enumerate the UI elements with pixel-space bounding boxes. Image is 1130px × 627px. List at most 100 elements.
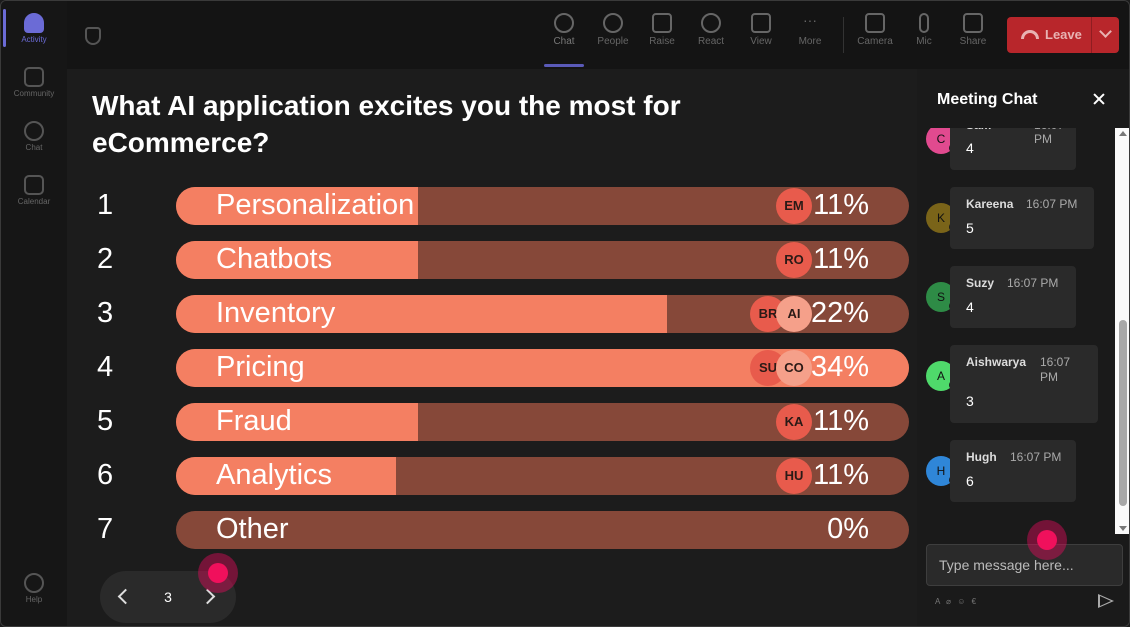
rail-item-community[interactable]: Community <box>1 67 67 98</box>
option-number: 1 <box>97 189 114 221</box>
option-percent: 22% <box>810 297 869 329</box>
poll-option-row: 1 Personalization 11% EM <box>67 187 917 225</box>
option-label: Other <box>216 513 289 545</box>
react-icon <box>701 13 721 33</box>
chat-message[interactable]: Kareena 16:07 PM 5 <box>950 187 1094 249</box>
scroll-up-icon[interactable] <box>1119 131 1127 136</box>
rail-item-help[interactable]: Help <box>1 573 67 604</box>
leave-button[interactable]: Leave <box>1007 17 1119 53</box>
message-text: 5 <box>966 220 974 236</box>
scroll-down-icon[interactable] <box>1119 526 1127 531</box>
option-bar-fill <box>176 295 667 333</box>
format-toolbar[interactable]: A ⌀ ☺ € <box>935 597 978 606</box>
leave-label: Leave <box>1045 27 1082 42</box>
poll-option-row: 5 Fraud 11% KA <box>67 403 917 441</box>
send-icon[interactable] <box>1098 594 1114 608</box>
toolbar-view-button[interactable]: View <box>739 13 783 47</box>
rail-item-label: Calendar <box>17 197 51 206</box>
message-time: 16:07 PM <box>1040 355 1071 384</box>
toolbar-button-label: Camera <box>857 36 893 47</box>
people-icon <box>603 13 623 33</box>
toolbar-button-label: People <box>597 36 629 47</box>
option-label: Fraud <box>216 405 292 437</box>
chevron-down-icon[interactable] <box>1099 25 1112 38</box>
chat-icon <box>554 13 574 33</box>
toolbar-button-label: More <box>798 36 822 47</box>
toolbar-react-button[interactable]: React <box>689 13 733 47</box>
click-indicator <box>1027 520 1067 560</box>
scroll-thumb[interactable] <box>1119 320 1127 506</box>
chat-scrollbar[interactable] <box>1115 128 1129 534</box>
toolbar-camera-button[interactable]: Camera <box>853 13 897 47</box>
rail-item-chat[interactable]: Chat <box>1 121 67 152</box>
message-time: 16:07 PM <box>1007 276 1059 290</box>
close-icon[interactable] <box>1091 91 1107 107</box>
more-icon: ··· <box>803 12 817 28</box>
option-bar-fill <box>176 241 418 279</box>
raise-hand-icon <box>652 13 672 33</box>
emoji-icon[interactable]: ☺ <box>957 597 968 606</box>
share-icon <box>963 13 983 33</box>
toolbar-mic-button[interactable]: Mic <box>902 13 946 47</box>
toolbar-more-button[interactable]: ··· More <box>788 13 832 47</box>
rail-item-activity[interactable]: Activity <box>1 13 67 44</box>
voter-avatar: CO <box>776 350 812 386</box>
message-time: 16:07 PM <box>1010 450 1062 464</box>
poll-option-row: 3 Inventory 22% BR AI <box>67 295 917 333</box>
poll-option-row: 6 Analytics 11% HU <box>67 457 917 495</box>
rail-item-label: Chat <box>25 143 43 152</box>
voter-avatar: HU <box>776 458 812 494</box>
voter-avatar: RO <box>776 242 812 278</box>
attach-icon[interactable]: ⌀ <box>946 597 953 606</box>
phone-hangup-icon <box>1021 30 1039 39</box>
toolbar-people-button[interactable]: People <box>591 13 635 47</box>
option-number: 2 <box>97 243 114 275</box>
chat-message[interactable]: Sam 16:07 PM 4 <box>950 128 1076 170</box>
active-tab-indicator <box>544 64 584 67</box>
option-label: Inventory <box>216 297 336 329</box>
message-time: 16:07 PM <box>1026 197 1078 211</box>
chevron-left-icon[interactable] <box>117 588 134 605</box>
option-number: 5 <box>97 405 114 437</box>
rail-item-label: Activity <box>21 35 47 44</box>
camera-icon <box>865 13 885 33</box>
gif-icon[interactable]: € <box>971 597 979 606</box>
poll-results: What AI application excites you the most… <box>67 69 917 626</box>
view-grid-icon <box>751 13 771 33</box>
voter-avatar: EM <box>776 188 812 224</box>
toolbar-share-button[interactable]: Share <box>951 13 995 47</box>
rail-item-label: Help <box>25 595 43 604</box>
rail-item-calendar[interactable]: Calendar <box>1 175 67 206</box>
meeting-chat-panel: Meeting Chat C Sam 16:07 PM 4 K Kareena 16:07 … <box>917 69 1129 626</box>
bell-icon <box>24 13 44 33</box>
toolbar-raise-button[interactable]: Raise <box>640 13 684 47</box>
avatar-initial: K <box>936 211 945 225</box>
poll-question: What AI application excites you the most… <box>92 90 681 158</box>
option-bar-fill <box>176 457 396 495</box>
chat-message[interactable]: Aishwarya 16:07 PM 3 <box>950 345 1098 423</box>
shield-icon <box>85 27 101 45</box>
format-icon[interactable]: A <box>935 597 942 606</box>
leave-divider <box>1091 17 1092 53</box>
chat-message[interactable]: Suzy 16:07 PM 4 <box>950 266 1076 328</box>
voter-avatar: KA <box>776 404 812 440</box>
avatar-initial: A <box>936 369 945 383</box>
toolbar-chat-button[interactable]: Chat <box>542 13 586 47</box>
chat-icon <box>24 121 44 141</box>
option-number: 6 <box>97 459 114 491</box>
chat-message-list[interactable]: C Sam 16:07 PM 4 K Kareena 16:07 PM 5 S Suzy 16:07… <box>917 128 1129 534</box>
chat-message-input[interactable] <box>926 544 1123 586</box>
poll-option-row: 7 Other 0% <box>67 511 917 549</box>
message-sender: Sam <box>966 128 991 132</box>
option-percent: 11% <box>813 243 869 275</box>
poll-option-row: 4 Pricing 34% SU CO <box>67 349 917 387</box>
chat-message[interactable]: Hugh 16:07 PM 6 <box>950 440 1076 502</box>
option-bar-fill <box>176 187 418 225</box>
avatar-initial: H <box>936 464 946 478</box>
option-bar <box>176 511 909 549</box>
community-icon <box>24 67 44 87</box>
rail-active-indicator <box>3 9 6 47</box>
toolbar-button-label: Mic <box>916 36 932 47</box>
option-label: Pricing <box>216 351 305 383</box>
message-sender: Aishwarya <box>966 355 1027 369</box>
